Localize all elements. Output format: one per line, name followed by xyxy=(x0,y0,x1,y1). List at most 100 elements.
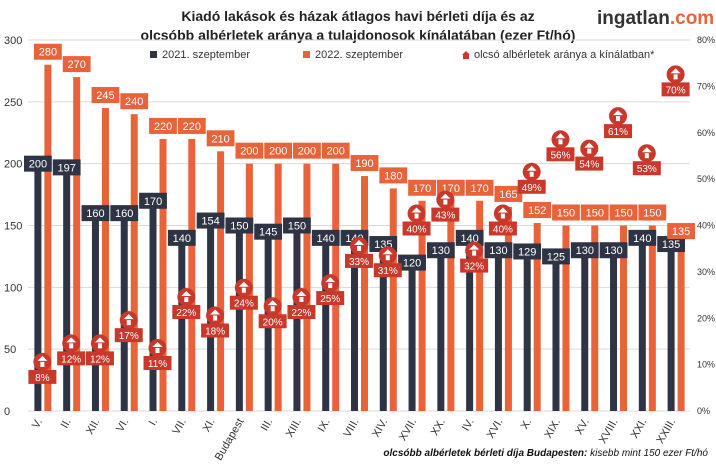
share-marker xyxy=(90,334,109,353)
data-label-2021-bg xyxy=(196,212,225,229)
data-label-2021-bg xyxy=(311,229,340,246)
data-label-2021-bg xyxy=(139,192,167,209)
data-label-2021: 197 xyxy=(57,162,75,174)
bar-2021 xyxy=(408,262,416,411)
share-label: 20% xyxy=(263,317,283,328)
house-roof-icon xyxy=(37,355,48,361)
chart-title-line1: Kiadó lakások és házak átlagos havi bérl… xyxy=(181,8,535,24)
bar-2021 xyxy=(552,256,560,411)
data-label-2021-bg xyxy=(81,205,110,222)
bar-2022 xyxy=(562,225,570,411)
data-label-2022-bg xyxy=(580,204,609,221)
data-label-2021-bg xyxy=(542,248,570,265)
house-door-icon xyxy=(644,153,649,159)
data-label-2022: 210 xyxy=(211,133,229,145)
share-marker xyxy=(292,287,311,306)
bar-2021 xyxy=(437,250,445,411)
bar-2022 xyxy=(447,200,455,411)
x-tick-label: XVIII. xyxy=(597,417,621,446)
share-label-bg xyxy=(201,323,230,338)
data-label-2021: 120 xyxy=(403,258,421,270)
data-label-2022: 270 xyxy=(67,59,85,71)
house-door-icon xyxy=(270,306,275,312)
data-label-2021: 125 xyxy=(547,251,565,263)
data-label-2022-bg xyxy=(120,93,149,110)
house-door-icon xyxy=(385,255,390,261)
share-marker xyxy=(465,241,484,260)
y-tick-label: 250 xyxy=(4,97,22,109)
share-label: 24% xyxy=(234,299,254,310)
x-tick-label: I. xyxy=(147,417,160,428)
share-label-bg xyxy=(431,207,460,222)
data-label-2021-bg xyxy=(225,217,254,234)
share-marker-circle xyxy=(378,246,397,265)
house-roof-icon xyxy=(411,207,422,213)
data-label-2022-bg xyxy=(609,204,638,221)
bar-2022 xyxy=(303,163,311,411)
y2-tick-label: 50% xyxy=(697,174,715,184)
data-label-2021: 160 xyxy=(115,208,133,220)
bar-2022 xyxy=(389,188,397,411)
brand-logo: ingatlan.com xyxy=(597,8,714,30)
data-label-2021-bg xyxy=(110,205,139,222)
data-label-2022-bg xyxy=(350,155,379,172)
share-label: 43% xyxy=(435,211,455,222)
house-door-icon xyxy=(616,116,621,122)
x-tick-label: XIV. xyxy=(370,417,390,440)
data-label-2022-bg xyxy=(408,179,436,196)
share-label-bg xyxy=(488,221,517,236)
share-label: 12% xyxy=(61,354,81,365)
share-marker xyxy=(234,278,253,297)
axis-right: 0% 10% 20% 30% 40% 50% 60% 70% 80% xyxy=(697,35,715,416)
brand-tld: .com xyxy=(669,8,715,29)
share-marker xyxy=(62,334,81,353)
data-label-2021: 160 xyxy=(86,208,104,220)
data-label-2022: 150 xyxy=(586,208,604,220)
house-door-icon xyxy=(414,213,419,219)
house-roof-icon xyxy=(526,165,537,171)
share-label-bg xyxy=(258,314,287,329)
bar-2021 xyxy=(34,163,42,411)
x-tick-label: VIII. xyxy=(341,417,361,440)
legend: 2021. szeptember 2022. szeptember olcsó al… xyxy=(150,49,655,61)
x-tick-label: XVI. xyxy=(485,417,506,441)
house-roof-icon xyxy=(641,147,652,153)
share-marker xyxy=(637,144,656,163)
data-label-2022: 220 xyxy=(183,121,201,133)
share-label-bg xyxy=(345,253,373,268)
data-label-2022: 170 xyxy=(413,183,431,195)
house-roof-icon xyxy=(66,337,77,343)
share-label: 61% xyxy=(608,127,628,138)
bar-2022 xyxy=(188,138,196,411)
house-roof-icon xyxy=(152,341,163,347)
data-label-2022-bg xyxy=(465,179,494,196)
data-label-2022-bg xyxy=(494,185,523,202)
house-door-icon xyxy=(69,343,74,349)
data-label-2021-bg xyxy=(570,242,599,259)
data-label-2022: 150 xyxy=(557,208,575,220)
data-label-2022: 135 xyxy=(672,226,690,238)
bar-2021 xyxy=(178,237,186,411)
house-roof-icon xyxy=(123,314,134,320)
share-label: 56% xyxy=(550,150,570,161)
y2-tick-label: 0% xyxy=(697,406,710,416)
share-label: 18% xyxy=(205,327,225,338)
share-marker xyxy=(119,311,138,330)
data-label-2022-bg xyxy=(321,142,350,159)
share-marker xyxy=(350,236,368,255)
data-label-2021: 130 xyxy=(604,245,622,257)
share-marker xyxy=(551,130,570,149)
share-label: 40% xyxy=(493,225,513,236)
share-label: 8% xyxy=(35,373,50,384)
data-label-2021: 145 xyxy=(259,227,277,239)
y2-tick-label: 30% xyxy=(697,267,715,277)
data-label-2022: 152 xyxy=(528,205,546,217)
data-label-2022-bg xyxy=(206,130,235,147)
share-marker xyxy=(666,65,685,84)
y-tick-label: 300 xyxy=(4,35,22,47)
share-marker xyxy=(436,190,455,209)
bars-layer xyxy=(34,64,685,412)
footnote-rest: kisebb mint 150 ezer Ft/hó xyxy=(587,448,708,459)
data-label-2021: 170 xyxy=(144,196,162,208)
